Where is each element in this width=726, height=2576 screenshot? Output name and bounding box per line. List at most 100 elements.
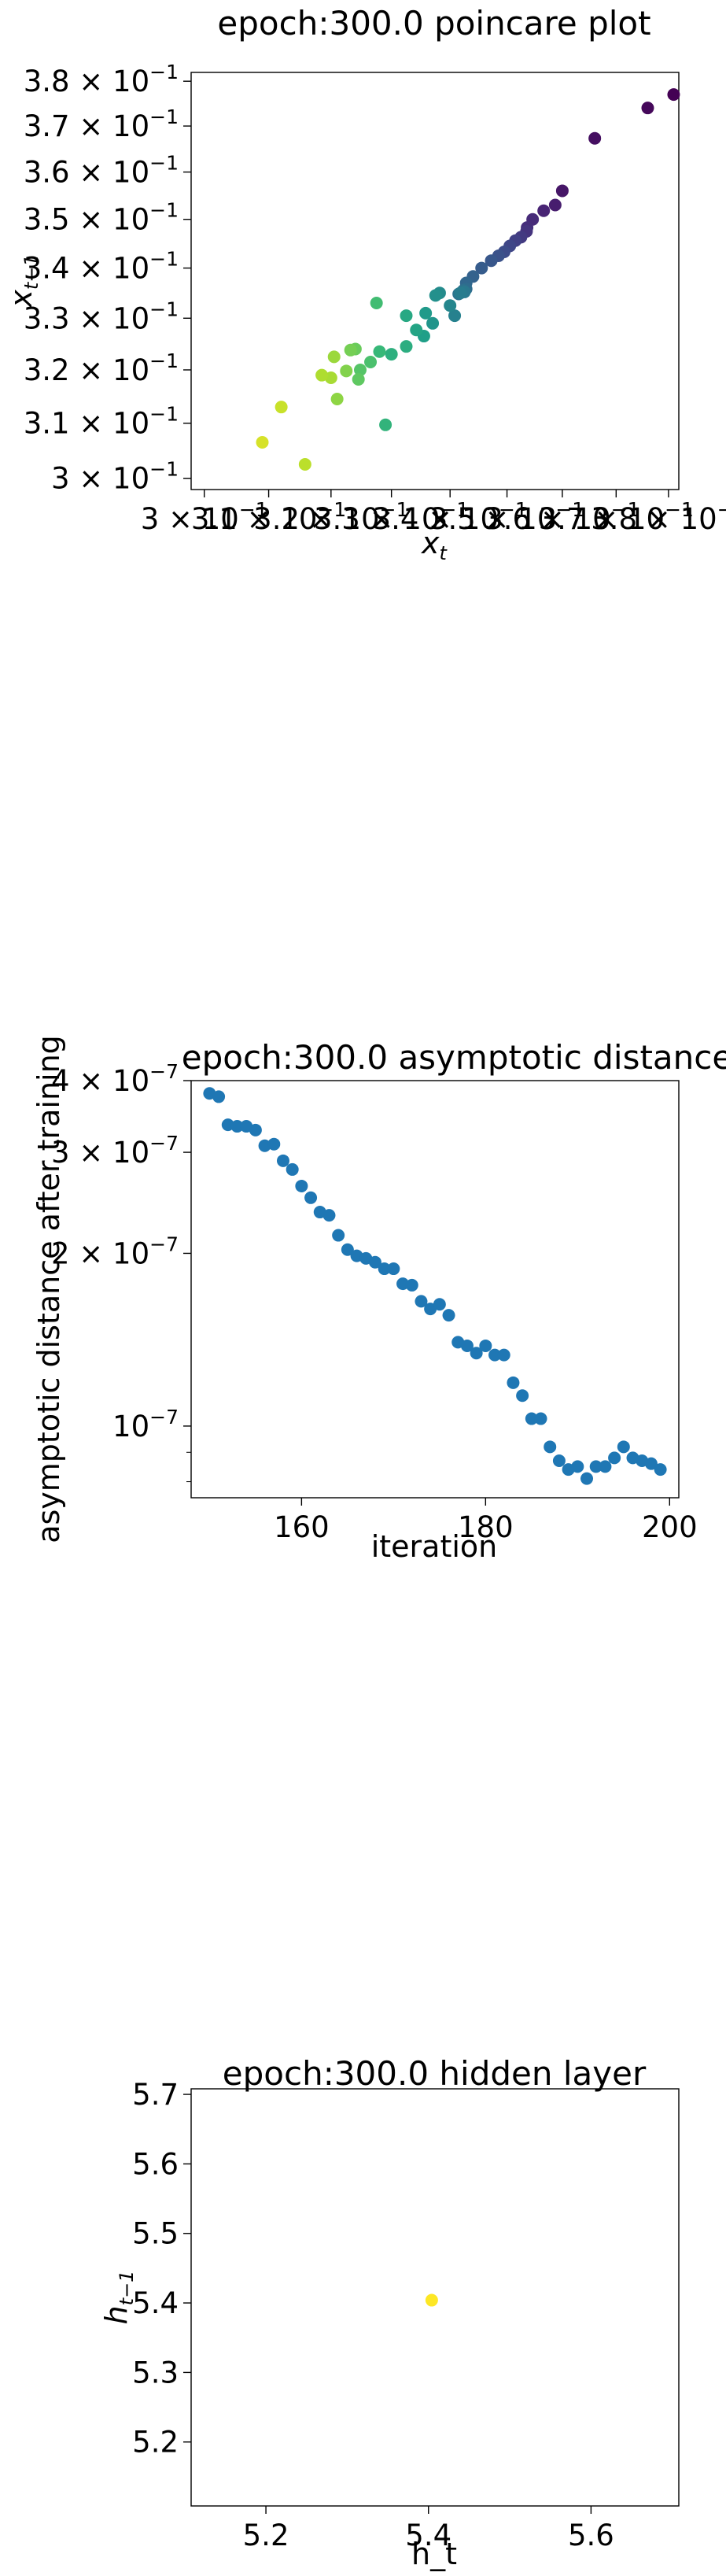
data-point [429, 289, 442, 302]
tick-label: 5.2 [132, 2426, 179, 2460]
data-point [315, 368, 329, 382]
tick-label: 3.1 × 10−1 [191, 498, 346, 536]
axis-ticks: 160 180 200 4 × 10−7 3 × 10−7 2 × 10−7 10−7 [51, 1060, 698, 1544]
x-axis-label: h_t [411, 2537, 457, 2571]
y-axis-label: xt−1 [4, 254, 42, 308]
tick-label: 5.2 [243, 2519, 289, 2552]
data-point [330, 392, 344, 405]
data-point [608, 1451, 621, 1465]
data-point [571, 1460, 584, 1473]
data-points [256, 88, 680, 471]
data-point [641, 102, 654, 115]
tick-label: 5.7 [132, 2078, 179, 2112]
data-point [425, 2293, 438, 2307]
axis-ticks: 3 × 10−13.1 × 10−13.2 × 10−13.3 × 10−13.… [24, 61, 726, 536]
data-point [460, 1339, 474, 1352]
tick-label: 3.3 × 10−1 [24, 298, 179, 335]
data-point [354, 363, 367, 376]
data-point [470, 1347, 483, 1360]
tick-label: 4 × 10−7 [51, 1060, 179, 1098]
plot-frame [190, 72, 680, 490]
chart-title: epoch:300.0 asymptotic distance [182, 1038, 726, 1077]
tick-label: 5.5 [132, 2217, 179, 2251]
data-point [368, 1255, 381, 1269]
data-point [448, 309, 462, 323]
data-point [454, 286, 467, 300]
data-point [544, 1440, 557, 1454]
data-point [400, 340, 413, 353]
data-point [644, 1457, 658, 1470]
data-point [212, 1090, 226, 1103]
data-point [370, 296, 383, 309]
data-point [275, 401, 288, 414]
tick-label: 2 × 10−7 [51, 1233, 179, 1270]
data-point [475, 261, 488, 275]
data-point [352, 373, 365, 386]
tick-label: 5.6 [132, 2147, 179, 2181]
data-point [525, 1412, 538, 1425]
data-point [295, 1179, 308, 1192]
data-point [379, 418, 392, 431]
data-point [548, 198, 562, 212]
data-point [410, 323, 423, 337]
data-point [249, 1123, 262, 1136]
data-point [444, 299, 457, 312]
data-point [599, 1460, 612, 1473]
data-point [396, 1277, 410, 1291]
tick-label: 3.6 × 10−1 [485, 498, 639, 536]
y-axis-label: asymptotic distance after training [31, 1035, 66, 1543]
tick-label: 3.8 × 10−1 [591, 498, 726, 536]
plot-frame [190, 2088, 680, 2507]
data-point [667, 88, 680, 102]
tick-label: 5.4 [132, 2286, 179, 2320]
data-point [373, 345, 386, 358]
data-point [298, 458, 311, 471]
x-axis-label: iteration [371, 1529, 498, 1564]
data-point [534, 1412, 547, 1425]
tick-label: 3 × 10−1 [141, 498, 268, 536]
data-point [344, 343, 357, 357]
data-points [425, 2293, 438, 2307]
tick-label: 200 [642, 1510, 698, 1544]
axis-ticks: 5.2 5.4 5.6 5.7 5.6 5.5 5.4 5.3 5.2 [132, 2078, 614, 2552]
data-point [588, 131, 602, 145]
data-point [385, 348, 398, 361]
tick-label: 3.2 × 10−1 [253, 498, 408, 536]
data-point [256, 435, 269, 449]
tick-label: 5.6 [568, 2519, 614, 2552]
tick-label: 3.4 × 10−1 [373, 498, 528, 536]
asymptotic-distance-chart: epoch:300.0 asymptotic distance 160 180 20… [31, 1035, 726, 1564]
tick-label: 5.4 [405, 2519, 451, 2552]
chart-title: epoch:300.0 hidden layer [223, 2054, 647, 2093]
data-point [654, 1463, 667, 1476]
tick-label: 10−7 [112, 1406, 179, 1443]
data-point [387, 1262, 400, 1276]
tick-label: 5.3 [132, 2356, 179, 2389]
hidden-layer-chart: epoch:300.0 hidden layer 5.2 5.4 5.6 5.7 5.6… [99, 2054, 680, 2571]
data-point [322, 1209, 336, 1222]
data-point [485, 254, 498, 268]
data-point [555, 184, 569, 198]
data-point [378, 1262, 391, 1276]
poincare-chart: epoch:300.0 poincare plot 3 × 10−13.1 × … [4, 4, 726, 564]
data-point [405, 1278, 418, 1292]
x-axis-label: xt [421, 526, 448, 564]
plot-frame [190, 1080, 680, 1499]
tick-label: 3.1 × 10−1 [24, 403, 179, 441]
data-point [304, 1191, 318, 1204]
y-axis-label: ht−1 [99, 2271, 138, 2325]
data-point [488, 1348, 502, 1362]
data-point [589, 1460, 603, 1473]
tick-label: 3.2 × 10−1 [24, 349, 179, 387]
data-point [230, 1120, 244, 1133]
tick-label: 3.3 × 10−1 [314, 498, 469, 536]
data-point [617, 1440, 630, 1454]
tick-label: 3.5 × 10−1 [429, 498, 584, 536]
data-point [507, 1376, 520, 1389]
data-point [340, 364, 353, 378]
tick-label: 3 × 10−7 [51, 1132, 179, 1170]
tick-label: 3.7 × 10−1 [24, 105, 179, 143]
tick-label: 3.4 × 10−1 [24, 248, 179, 286]
tick-label: 160 [274, 1510, 330, 1544]
